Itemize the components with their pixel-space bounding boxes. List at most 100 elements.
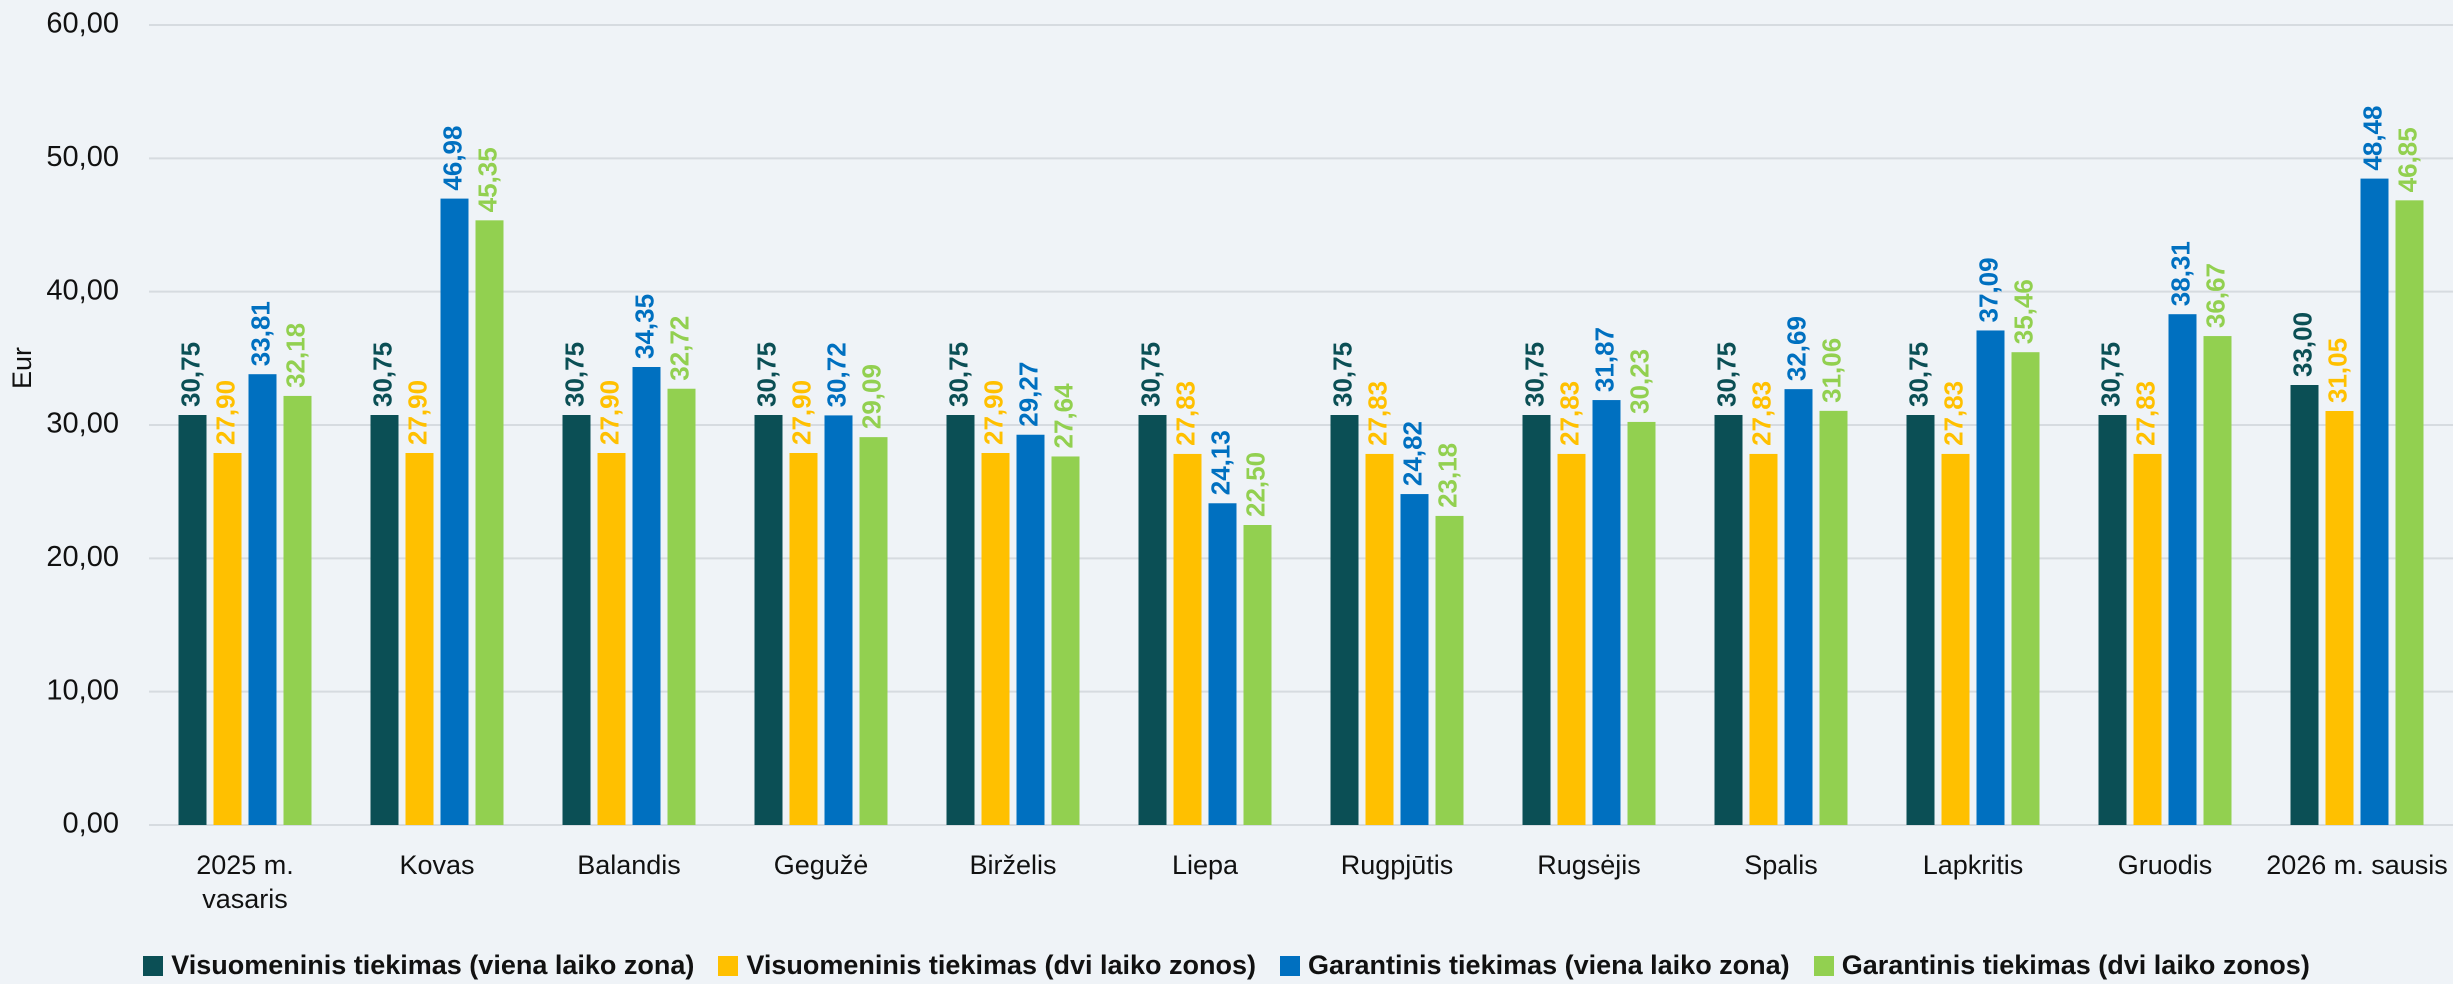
data-label: 30,75 [751, 342, 781, 407]
bar [1819, 410, 1848, 825]
data-label: 27,83 [1938, 381, 1968, 446]
bar [213, 453, 242, 825]
bar [283, 395, 312, 825]
legend: Visuomeninis tiekimas (viena laiko zona)… [0, 950, 2453, 981]
bar [859, 437, 888, 825]
legend-swatch [1813, 955, 1834, 976]
x-tick-label: 2026 m. sausis [2266, 850, 2448, 880]
data-label: 46,98 [437, 126, 467, 191]
data-label: 33,81 [245, 301, 275, 366]
data-label: 31,87 [1589, 327, 1619, 392]
y-tick-label: 30,00 [46, 408, 119, 440]
bar [2360, 178, 2389, 826]
data-label: 27,90 [786, 380, 816, 445]
bar [1435, 515, 1464, 825]
x-tick-label: Liepa [1171, 850, 1239, 880]
x-tick-label: Rugsėjis [1537, 850, 1641, 880]
bar [2325, 411, 2354, 825]
y-tick-label: 40,00 [46, 274, 119, 306]
bar [2395, 200, 2424, 826]
data-label: 27,64 [1048, 383, 1078, 449]
data-label: 27,90 [978, 380, 1008, 445]
x-tick-label: Birželis [969, 850, 1057, 880]
data-label: 38,31 [2165, 241, 2195, 306]
data-label: 34,35 [629, 294, 659, 359]
bar [667, 388, 696, 825]
data-label: 27,90 [594, 380, 624, 445]
bar [178, 415, 207, 825]
legend-item: Garantinis tiekimas (dvi laiko zonos) [1813, 950, 2310, 981]
x-tick-label: 2025 m. vasaris [196, 850, 294, 914]
data-label: 32,69 [1781, 316, 1811, 381]
x-tick-label: Rugpjūtis [1340, 850, 1454, 880]
legend-item: Visuomeninis tiekimas (dvi laiko zonos) [718, 950, 1256, 981]
bar [1016, 434, 1045, 825]
y-tick-label: 0,00 [63, 808, 119, 840]
x-tick-label: Balandis [577, 850, 681, 880]
bar [2011, 352, 2040, 825]
legend-swatch [1280, 955, 1301, 976]
data-label: 30,75 [367, 342, 397, 407]
legend-swatch [718, 955, 739, 976]
bar [440, 198, 469, 826]
bar [1784, 389, 1813, 825]
y-tick-label: 60,00 [46, 8, 119, 40]
bar [1976, 330, 2005, 825]
bar [1522, 415, 1551, 825]
data-label: 32,72 [664, 316, 694, 381]
data-label: 30,75 [2095, 342, 2125, 407]
data-label: 27,83 [1170, 381, 1200, 446]
data-label: 30,75 [1135, 342, 1165, 407]
data-label: 33,00 [2287, 312, 2317, 377]
data-label: 30,75 [1327, 342, 1357, 407]
bar [824, 415, 853, 825]
bar [1627, 421, 1656, 825]
bar [370, 415, 399, 825]
data-label: 27,90 [402, 380, 432, 445]
data-label: 37,09 [1973, 257, 2003, 322]
x-tick-label: Kovas [399, 850, 475, 880]
bar [2133, 453, 2162, 825]
bar [1400, 494, 1429, 825]
bar [1208, 503, 1237, 825]
data-label: 29,27 [1013, 362, 1043, 427]
bar [789, 453, 818, 825]
y-tick-label: 20,00 [46, 541, 119, 573]
data-label: 30,75 [559, 342, 589, 407]
data-label: 27,83 [1362, 381, 1392, 446]
bar [2290, 385, 2319, 825]
y-tick-label: 10,00 [46, 674, 119, 706]
legend-item: Visuomeninis tiekimas (viena laiko zona) [143, 950, 694, 981]
data-label: 30,75 [1711, 342, 1741, 407]
data-label: 48,48 [2357, 106, 2387, 171]
x-tick-label: Gruodis [2117, 850, 2213, 880]
legend-item: Garantinis tiekimas (viena laiko zona) [1280, 950, 1790, 981]
bar [597, 453, 626, 825]
data-label: 30,23 [1624, 349, 1654, 414]
data-label: 32,18 [280, 323, 310, 388]
legend-label: Visuomeninis tiekimas (viena laiko zona) [171, 950, 695, 980]
data-label: 27,83 [1554, 381, 1584, 446]
bar [1243, 525, 1272, 825]
bar [1330, 415, 1359, 825]
y-tick-label: 50,00 [46, 141, 119, 173]
data-label: 31,05 [2322, 338, 2352, 403]
legend-label: Garantinis tiekimas (viena laiko zona) [1308, 950, 1790, 980]
data-label: 35,46 [2008, 279, 2038, 344]
data-label: 45,35 [472, 147, 502, 212]
data-label: 22,50 [1240, 452, 1270, 517]
bar [1906, 415, 1935, 825]
legend-swatch [143, 955, 164, 976]
bar [1592, 400, 1621, 825]
bar [1749, 453, 1778, 825]
bar [632, 367, 661, 825]
bar [562, 415, 591, 825]
data-label: 27,83 [2130, 381, 2160, 446]
bar [405, 453, 434, 825]
data-label: 23,18 [1432, 443, 1462, 508]
bar [1714, 415, 1743, 825]
data-label: 30,75 [1903, 342, 1933, 407]
data-label: 31,06 [1816, 338, 1846, 403]
x-tick-label: Lapkritis [1922, 850, 2024, 880]
